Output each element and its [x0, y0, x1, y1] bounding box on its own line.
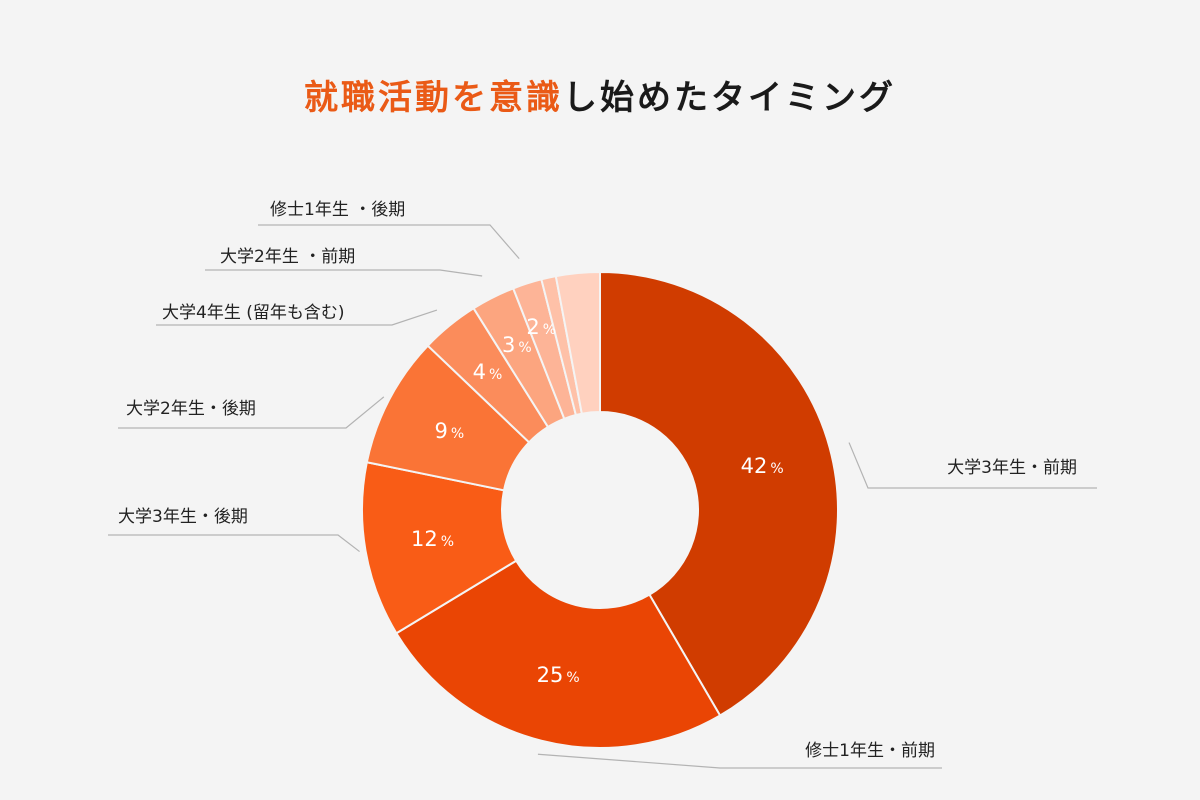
chart-title: 就職活動を意識し始めたタイミング — [0, 70, 1200, 119]
category-label-4: 大学2年生・後期 — [126, 399, 256, 419]
slice-1-value-label: 42% — [741, 454, 784, 478]
category-label-7: 修士1年生 ・後期 — [270, 200, 405, 220]
category-label-1: 大学3年生・前期 — [947, 458, 1077, 478]
leader-line-3 — [108, 534, 360, 553]
slice-1 — [599, 270, 839, 717]
slice-2 — [395, 559, 722, 749]
leader-line-6 — [205, 269, 483, 277]
slice-7-value-label: 2% — [526, 315, 556, 339]
slice-3 — [361, 461, 518, 635]
slice-6-value-label: 3% — [502, 333, 532, 357]
category-label-2: 修士1年生・前期 — [805, 741, 935, 761]
leader-lines — [108, 224, 1097, 769]
category-label-6: 大学2年生 ・前期 — [220, 247, 355, 267]
leader-line-2 — [537, 753, 942, 769]
leader-line-4 — [118, 396, 385, 429]
category-label-5: 大学4年生 (留年も含む) — [162, 303, 344, 323]
slice-4-value-label: 9% — [435, 419, 465, 443]
category-label-3: 大学3年生・後期 — [118, 507, 248, 527]
slice-2-value-label: 25% — [537, 663, 580, 687]
chart-title-rest: し始めたタイミング — [563, 78, 896, 118]
leader-line-7 — [258, 224, 520, 260]
slice-5-value-label: 4% — [473, 360, 503, 384]
slice-value-labels: 42 % 25 % 12 % 9 % 4 % 3 %2% — [411, 315, 784, 687]
donut-slices — [361, 270, 839, 749]
leader-line-1 — [848, 442, 1097, 489]
slice-9 — [554, 270, 601, 415]
leader-line-5 — [156, 309, 438, 326]
chart-title-highlight: 就職活動を意識 — [304, 78, 563, 118]
slice-3-value-label: 12% — [411, 527, 454, 551]
